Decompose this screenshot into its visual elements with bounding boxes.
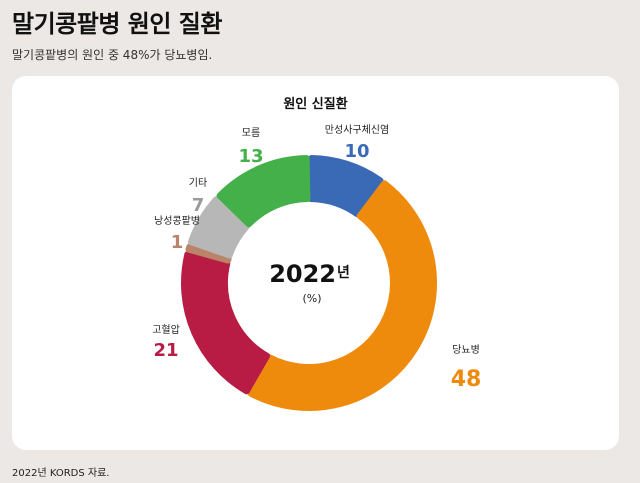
slice-labels: 만성사구체신염 10 당뇨병 48 고혈압 21 낭성콩팥병 1 기타 7 모름 13 [152,124,481,392]
slice-label-name-2: 당뇨병 [452,344,480,356]
slice-label-value-1: 10 [344,141,369,162]
slice-2 [247,180,437,411]
chart-title: 원인 신질환 [283,97,348,112]
slice-label-name-3: 고혈압 [152,323,180,336]
slice-label-value-5: 7 [192,195,205,216]
slice-5 [187,196,250,259]
slice-3 [181,251,271,395]
page-subtitle: 말기콩팥병의 원인 중 48%가 당뇨병임. [12,48,213,62]
center-year-suffix: 년 [337,265,350,281]
slice-label-value-2: 48 [451,367,482,392]
slice-label-value-4: 1 [171,232,184,253]
center-unit: (%) [302,292,321,305]
slice-4 [185,243,232,264]
slice-6 [216,155,311,228]
source-note: 2022년 KORDS 자료. [12,468,110,479]
page-title: 말기콩팥병 원인 질환 [12,10,222,38]
slice-label-name-1: 만성사구체신염 [325,124,389,136]
slice-label-name-5: 기타 [189,177,207,189]
slice-label-name-4: 낭성콩팥병 [154,215,200,227]
slice-label-value-6: 13 [238,146,263,167]
center-year: 2022 [269,260,336,288]
slice-label-value-3: 21 [153,340,178,361]
donut-slices [181,155,437,411]
slice-1 [307,155,384,218]
slice-label-name-6: 모름 [242,127,260,139]
center-label-group: 2022 년 (%) [269,260,350,305]
